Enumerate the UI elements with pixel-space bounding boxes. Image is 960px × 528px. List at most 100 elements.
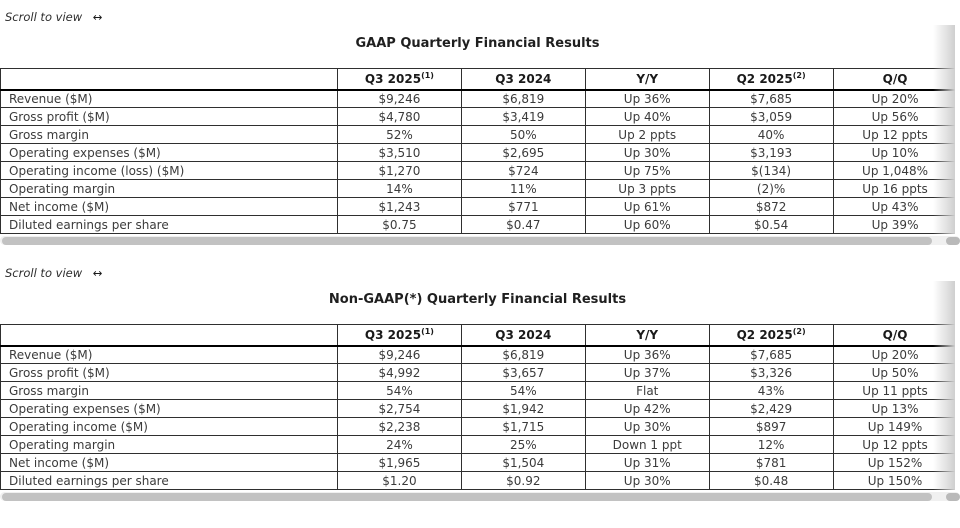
cell-value: $771 <box>460 197 586 216</box>
cell-value: Up 36% <box>584 89 710 108</box>
row-label: Operating expenses ($M) <box>0 399 338 418</box>
cell-value: 43% <box>708 381 834 400</box>
scroll-hint: Scroll to view ↔ <box>5 266 960 281</box>
table-row: Diluted earnings per share $1.20 $0.92 Up 3… <box>0 471 955 490</box>
table-row: Operating expenses ($M) $3,510 $2,695 Up 30… <box>0 143 955 162</box>
cell-value: $1,504 <box>460 453 586 472</box>
cell-value: Up 10% <box>832 143 955 162</box>
cell-value: $1,942 <box>460 399 586 418</box>
cell-value: Up 75% <box>584 161 710 180</box>
cell-value: Up 20% <box>832 345 955 364</box>
footnote-superscript: (2) <box>792 70 806 80</box>
cell-value: $0.48 <box>708 471 834 490</box>
row-label: Diluted earnings per share <box>0 215 338 234</box>
cell-value: Up 30% <box>584 417 710 436</box>
cell-value: $3,657 <box>460 363 586 382</box>
table-row: Operating margin 24% 25% Down 1 ppt 12% Up 12… <box>0 435 955 454</box>
cell-value: $724 <box>460 161 586 180</box>
table-header: Q3 2025(1) Q3 2024 Y/Y Q2 2025(2) Q/Q <box>0 324 955 347</box>
horizontal-scroll-arrow-icon: ↔ <box>92 10 103 24</box>
cell-value: Up 20% <box>832 89 955 108</box>
table-header: Q3 2025(1) Q3 2024 Y/Y Q2 2025(2) Q/Q <box>0 68 955 91</box>
cell-value: $1,270 <box>337 161 462 180</box>
scroll-hint-text: Scroll to view <box>5 266 83 280</box>
cell-value: Up 31% <box>584 453 710 472</box>
table-row: Net income ($M) $1,965 $1,504 Up 31% $781 Up … <box>0 453 955 472</box>
cell-value: $1,715 <box>460 417 586 436</box>
cell-value: $2,695 <box>460 143 586 162</box>
row-label: Diluted earnings per share <box>0 471 338 490</box>
cell-value: $1,243 <box>337 197 462 216</box>
footnote-superscript: (1) <box>421 70 434 80</box>
scrollbar-right-cap <box>946 492 960 501</box>
cell-value: $1.20 <box>337 471 462 490</box>
horizontal-scrollbar-track[interactable] <box>0 236 960 245</box>
cell-value: $4,780 <box>337 107 462 126</box>
horizontal-scrollbar-thumb[interactable] <box>2 492 932 501</box>
row-label: Operating margin <box>0 435 338 454</box>
horizontal-scrollbar-track[interactable] <box>0 492 960 501</box>
column-header: Q3 2024 <box>460 324 586 347</box>
row-label: Revenue ($M) <box>0 89 338 108</box>
cell-value: Up 3 ppts <box>584 179 710 198</box>
horizontal-scrollbar-thumb[interactable] <box>2 236 932 245</box>
table-row: Gross margin 54% 54% Flat 43% Up 11 ppts <box>0 381 955 400</box>
footnote-superscript: (2) <box>792 326 806 336</box>
scrollbar-right-cap <box>946 236 960 245</box>
row-label: Gross margin <box>0 381 338 400</box>
table-row: Gross margin 52% 50% Up 2 ppts 40% Up 12 ppts <box>0 125 955 144</box>
gaap-results-section: Scroll to view ↔ GAAP Quarterly Financia… <box>0 10 960 245</box>
row-label: Gross profit ($M) <box>0 107 338 126</box>
cell-value: $3,059 <box>708 107 834 126</box>
cell-value: Up 61% <box>584 197 710 216</box>
cell-value: $2,429 <box>708 399 834 418</box>
cell-value: Down 1 ppt <box>584 435 710 454</box>
row-label: Operating expenses ($M) <box>0 143 338 162</box>
cell-value: (2)% <box>708 179 834 198</box>
cell-value: Up 56% <box>832 107 955 126</box>
non-gaap-financial-table: Q3 2025(1) Q3 2024 Y/Y Q2 2025(2) Q/Q Revenu… <box>0 324 955 490</box>
cell-value: $6,819 <box>460 89 586 108</box>
cell-value: $7,685 <box>708 345 834 364</box>
table-body: Revenue ($M) $9,246 $6,819 Up 36% $7,685 Up 2… <box>0 89 955 234</box>
cell-value: Up 12 ppts <box>832 435 955 454</box>
row-label: Gross profit ($M) <box>0 363 338 382</box>
cell-value: $6,819 <box>460 345 586 364</box>
cell-value: Up 43% <box>832 197 955 216</box>
row-label: Operating income (loss) ($M) <box>0 161 338 180</box>
cell-value: 14% <box>337 179 462 198</box>
cell-value: Up 12 ppts <box>832 125 955 144</box>
table-row: Revenue ($M) $9,246 $6,819 Up 36% $7,685 Up 2… <box>0 345 955 364</box>
cell-value: $0.47 <box>460 215 586 234</box>
table-scroll-container[interactable]: GAAP Quarterly Financial Results Q3 2025… <box>0 25 955 234</box>
cell-value: Up 30% <box>584 471 710 490</box>
cell-value: Up 40% <box>584 107 710 126</box>
cell-value: 54% <box>337 381 462 400</box>
table-scroll-container[interactable]: Non-GAAP(*) Quarterly Financial Results … <box>0 281 955 490</box>
cell-value: $7,685 <box>708 89 834 108</box>
table-row: Operating income (loss) ($M) $1,270 $724 Up… <box>0 161 955 180</box>
cell-value: Up 39% <box>832 215 955 234</box>
cell-value: Up 11 ppts <box>832 381 955 400</box>
cell-value: $0.75 <box>337 215 462 234</box>
non-gaap-results-section: Scroll to view ↔ Non-GAAP(*) Quarterly F… <box>0 266 960 501</box>
scroll-hint: Scroll to view ↔ <box>5 10 960 25</box>
table-row: Diluted earnings per share $0.75 $0.47 Up 6… <box>0 215 955 234</box>
row-label: Operating margin <box>0 179 338 198</box>
table-row: Net income ($M) $1,243 $771 Up 61% $872 Up 43… <box>0 197 955 216</box>
row-label: Net income ($M) <box>0 453 338 472</box>
cell-value: $1,965 <box>337 453 462 472</box>
table-row: Operating expenses ($M) $2,754 $1,942 Up 42… <box>0 399 955 418</box>
cell-value: $(134) <box>708 161 834 180</box>
cell-value: Up 37% <box>584 363 710 382</box>
column-header: Y/Y <box>584 68 710 91</box>
cell-value: Up 36% <box>584 345 710 364</box>
cell-value: Up 13% <box>832 399 955 418</box>
row-label-column-header <box>0 68 338 91</box>
cell-value: 52% <box>337 125 462 144</box>
cell-value: $2,238 <box>337 417 462 436</box>
column-header: Q/Q <box>832 324 955 347</box>
table-row: Operating income ($M) $2,238 $1,715 Up 30% $… <box>0 417 955 436</box>
column-header: Q3 2025(1) <box>337 324 462 347</box>
cell-value: Up 152% <box>832 453 955 472</box>
